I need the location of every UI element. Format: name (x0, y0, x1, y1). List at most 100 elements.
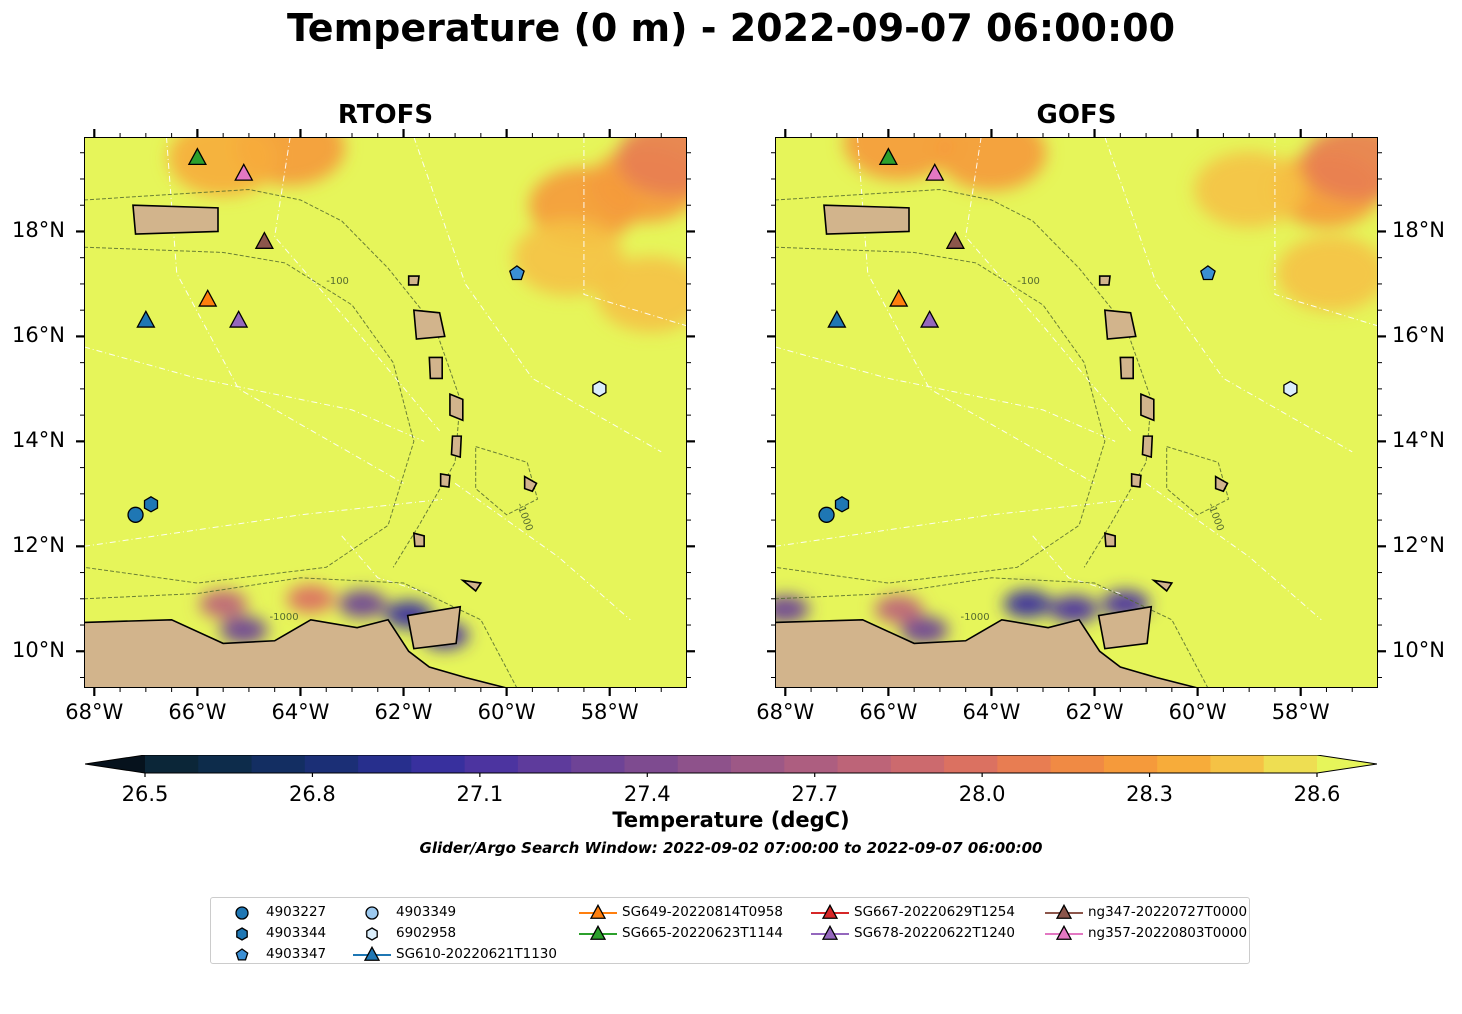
y-tick-label: 12°N (1392, 533, 1445, 558)
land (775, 204, 1229, 688)
legend-marker (235, 906, 249, 920)
obs-4903227 (818, 506, 835, 523)
grenada-island (412, 532, 425, 548)
cool-sst-patch (286, 584, 335, 613)
x-tick-label: 66°W (859, 700, 918, 724)
dominica-island (428, 356, 443, 380)
legend-marker (236, 927, 248, 941)
obs-ng357-20220803T0000 (925, 163, 945, 181)
y-tick-label: 16°N (12, 323, 65, 348)
cool-sst-patch (900, 616, 949, 645)
triangle-marker-icon (811, 924, 849, 940)
colorbar-bin (1157, 755, 1212, 773)
triangle-marker-icon (811, 903, 849, 919)
colorbar-bin (1050, 755, 1105, 773)
colorbar-bin (944, 755, 998, 773)
colorbar-bin (464, 755, 519, 773)
legend-marker (1055, 903, 1073, 919)
obs-4903227 (127, 506, 144, 523)
obs-4903347 (1200, 265, 1216, 281)
obs-SG678-20220622T1240 (229, 309, 249, 328)
triangle-marker-icon (579, 924, 617, 940)
panel-title-rtofs: RTOFS (337, 100, 434, 130)
colorbar-tick-label: 28.3 (1126, 782, 1173, 806)
colorbar-bin (624, 755, 679, 773)
obs-6902958 (1283, 380, 1298, 398)
map-svg-gofs: -100-1000-1000 (775, 137, 1378, 688)
tobago-island (1151, 579, 1174, 593)
dominica-island (1119, 356, 1134, 380)
colorbar-bin (198, 755, 253, 773)
x-tick-label: 62°W (1065, 700, 1124, 724)
y-tick-label: 18°N (12, 218, 65, 243)
antigua-island (1098, 275, 1111, 286)
y-tick-label: 14°N (1392, 428, 1445, 453)
search-window-text: Glider/Argo Search Window: 2022-09-02 07… (419, 839, 1043, 857)
figure-title: Temperature (0 m) - 2022-09-07 06:00:00 (286, 6, 1176, 50)
obs-SG678-20220622T1240 (920, 309, 940, 328)
obs-ng347-20220727T0000 (945, 231, 965, 249)
eez-boundaries (84, 137, 687, 621)
x-tick-label: 60°W (477, 700, 536, 724)
colorbar-bin (837, 755, 892, 773)
cool-sst-patch (219, 616, 268, 645)
legend-marker (365, 906, 379, 920)
triangle-marker-icon (1045, 924, 1083, 940)
legend-label: 6902958 (396, 925, 457, 941)
warm-sst-patch (595, 256, 687, 333)
saint-vincent-island (1130, 472, 1142, 488)
colorbar-bin (251, 755, 306, 773)
map-panel-rtofs: -100 -1000 -1000 (84, 137, 687, 688)
y-tick-label: 10°N (1392, 638, 1445, 663)
eez-boundaries (775, 137, 1378, 621)
trinidad-island (406, 605, 462, 650)
obs-6902958 (592, 380, 607, 398)
guadeloupe-island (1103, 309, 1137, 340)
x-tick-label: 62°W (374, 700, 433, 724)
colorbar-tick-label: 27.7 (791, 782, 839, 806)
puerto-rico-island (132, 204, 219, 235)
legend-marker (363, 945, 381, 961)
contour-label: -100 (1017, 276, 1040, 287)
legend-label: 4903227 (266, 904, 327, 920)
obs-4903344 (143, 496, 159, 513)
legend-label: SG667-20220629T1254 (854, 904, 1015, 920)
warm-sst-patch (843, 137, 954, 181)
legend-marker (589, 924, 607, 940)
colorbar-bin (304, 755, 359, 773)
colorbar-bin (571, 755, 626, 773)
colorbar-extend-low (85, 755, 145, 773)
legend-marker (235, 948, 249, 961)
warm-sst-patch (1302, 137, 1378, 202)
colorbar-bin (358, 755, 412, 773)
cool-sst-patch (1003, 590, 1052, 619)
tobago-island (460, 579, 483, 593)
colorbar-bin (677, 755, 732, 773)
legend-label: 4903347 (266, 946, 327, 962)
hexagon-marker-icon (236, 927, 248, 941)
barbados-island (523, 475, 538, 493)
x-tick-label: 64°W (962, 700, 1021, 724)
cool-sst-patch (338, 590, 387, 619)
legend-marker (821, 924, 839, 940)
martinique-island (1140, 392, 1155, 422)
obs-ng347-20220727T0000 (254, 231, 274, 249)
colorbar-tick-label: 26.8 (289, 782, 336, 806)
warm-sst-patch (1276, 235, 1378, 312)
saint-vincent-island (439, 472, 451, 488)
bathymetry-contours (84, 188, 539, 688)
y-tick-label: 18°N (1392, 218, 1445, 243)
legend: 4903227 4903344 4903347 4903349 6902958 SG610… (210, 897, 1250, 964)
obs-SG649-20220814T0958 (198, 288, 218, 307)
contour-label: -100 (326, 276, 349, 287)
colorbar-bin (145, 755, 199, 773)
colorbar-bin (1103, 755, 1158, 773)
observation-markers (818, 147, 1298, 523)
warm-sst-patch (1194, 151, 1305, 228)
legend-label: SG665-20220623T1144 (622, 925, 783, 941)
contour-label: -1000 (270, 612, 299, 623)
x-tick-label: 64°W (271, 700, 330, 724)
y-tick-label: 10°N (12, 638, 65, 663)
x-tick-label: 58°W (580, 700, 639, 724)
panel-title-gofs: GOFS (1036, 100, 1117, 130)
